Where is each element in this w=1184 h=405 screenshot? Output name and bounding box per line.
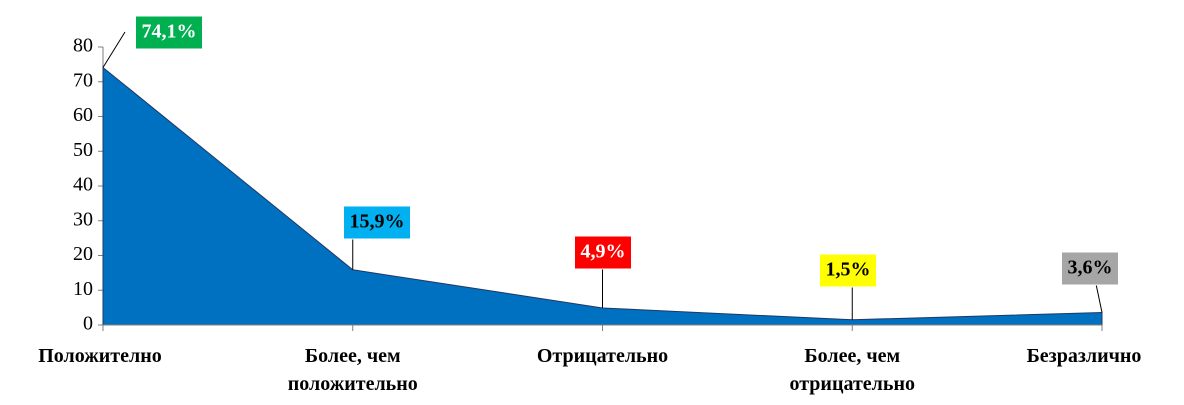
value-label: 15,9%	[350, 211, 405, 233]
y-tick-label: 40	[73, 174, 93, 196]
value-label: 4,9%	[581, 241, 626, 263]
label-box	[1061, 251, 1119, 286]
y-tick-label: 30	[73, 208, 93, 230]
value-label: 74,1%	[142, 21, 197, 43]
value-label: 1,5%	[826, 259, 871, 281]
y-tick-label: 20	[73, 243, 93, 265]
x-tick-label: Более, чем отрицательно	[789, 345, 915, 395]
y-tick-label: 60	[73, 104, 93, 126]
x-tick-label: Положително	[38, 345, 162, 367]
y-tick-label: 50	[73, 139, 93, 161]
x-tick-label: Безразлично	[1026, 345, 1142, 367]
area	[102, 66, 1103, 326]
label-box	[135, 15, 203, 50]
x-tick-label: Более, чем положительно	[287, 345, 418, 395]
label-box	[574, 235, 632, 270]
x-tick-label: Отрицательно	[536, 345, 669, 367]
y-tick-label: 10	[73, 278, 93, 300]
y-tick-label: 80	[73, 35, 93, 57]
label-box	[819, 253, 877, 288]
value-label: 3,6%	[1068, 257, 1113, 279]
leader-line	[1095, 283, 1103, 313]
leader-line	[102, 31, 126, 68]
label-box	[343, 205, 411, 240]
y-tick-label: 70	[73, 69, 93, 91]
y-tick-label: 0	[83, 313, 93, 335]
